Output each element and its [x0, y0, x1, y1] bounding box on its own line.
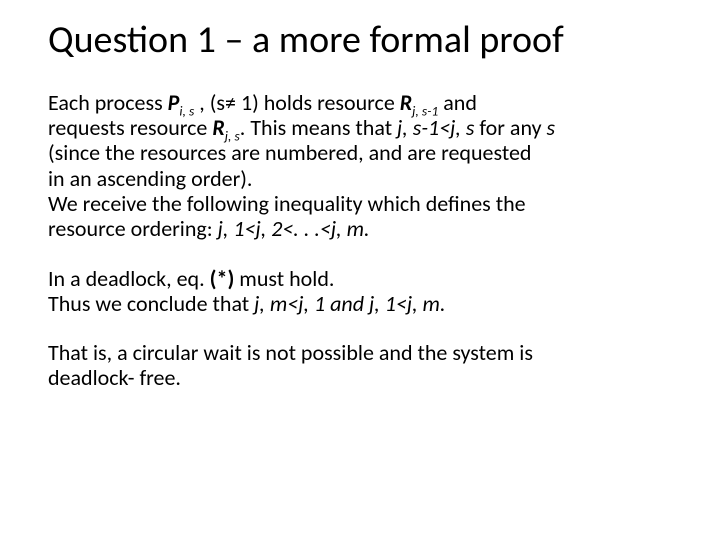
text: requests resource	[48, 114, 212, 141]
eq-ref: (*)	[210, 265, 235, 292]
text-line: deadlock- free.	[48, 365, 672, 390]
paragraph-2: In a deadlock, eq. (*) must hold. Thus w…	[48, 266, 672, 317]
text-line: requests resource Rj, s. This means that…	[48, 115, 672, 140]
text: , (s≠ 1) holds resource	[194, 89, 399, 116]
text: . This means that	[240, 114, 397, 141]
text-line: (since the resources are numbered, and a…	[48, 140, 672, 165]
text: must hold.	[234, 265, 334, 292]
inequality: j, s-1<j, s	[397, 114, 474, 141]
inequality: j, m<j, 1 and j, 1<j, m.	[254, 290, 445, 317]
paragraph-1: Each process Pi, s , (s≠ 1) holds resour…	[48, 90, 672, 242]
var-r: R	[400, 89, 412, 116]
text-line: Thus we conclude that j, m<j, 1 and j, 1…	[48, 291, 672, 316]
var-r: R	[212, 114, 224, 141]
text-line: We receive the following inequality whic…	[48, 191, 672, 216]
slide: Question 1 – a more formal proof Each pr…	[0, 0, 720, 540]
text-line: in an ascending order).	[48, 166, 672, 191]
text: for any	[474, 114, 546, 141]
text: resource ordering:	[48, 215, 218, 242]
text: In a deadlock, eq.	[48, 265, 210, 292]
text: Each process	[48, 89, 168, 116]
slide-title: Question 1 – a more formal proof	[48, 20, 672, 62]
text-line: In a deadlock, eq. (*) must hold.	[48, 266, 672, 291]
inequality: j, 1<j, 2<. . .<j, m.	[218, 215, 370, 242]
paragraph-3: That is, a circular wait is not possible…	[48, 340, 672, 391]
text: Thus we conclude that	[48, 290, 254, 317]
var-p: P	[168, 89, 180, 116]
var-s: s	[547, 114, 556, 141]
text: and	[438, 89, 477, 116]
text-line: Each process Pi, s , (s≠ 1) holds resour…	[48, 90, 672, 115]
text-line: That is, a circular wait is not possible…	[48, 340, 672, 365]
slide-body: Each process Pi, s , (s≠ 1) holds resour…	[48, 90, 672, 391]
text-line: resource ordering: j, 1<j, 2<. . .<j, m.	[48, 216, 672, 241]
